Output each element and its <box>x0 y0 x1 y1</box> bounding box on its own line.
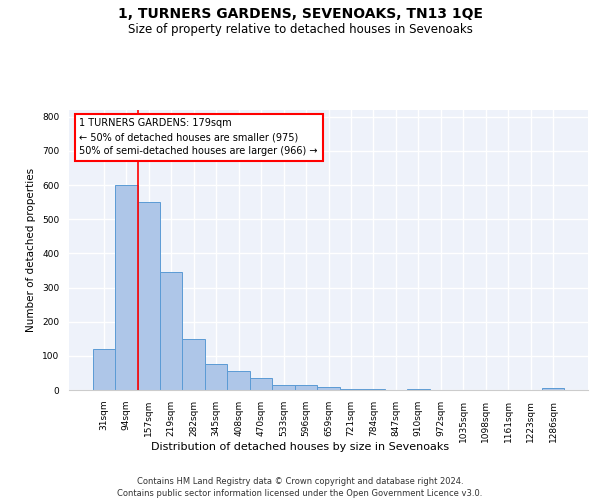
Bar <box>92 349 115 390</box>
Bar <box>317 386 340 390</box>
Bar <box>205 364 227 390</box>
Text: Contains HM Land Registry data © Crown copyright and database right 2024.: Contains HM Land Registry data © Crown c… <box>137 478 463 486</box>
Bar <box>272 385 295 390</box>
Text: Size of property relative to detached houses in Sevenoaks: Size of property relative to detached ho… <box>128 22 472 36</box>
Bar <box>362 389 385 390</box>
Text: 1 TURNERS GARDENS: 179sqm
← 50% of detached houses are smaller (975)
50% of semi: 1 TURNERS GARDENS: 179sqm ← 50% of detac… <box>79 118 318 156</box>
Bar <box>340 389 362 390</box>
Text: Distribution of detached houses by size in Sevenoaks: Distribution of detached houses by size … <box>151 442 449 452</box>
Bar <box>160 272 182 390</box>
Y-axis label: Number of detached properties: Number of detached properties <box>26 168 37 332</box>
Bar <box>542 388 565 390</box>
Bar <box>227 371 250 390</box>
Text: Contains public sector information licensed under the Open Government Licence v3: Contains public sector information licen… <box>118 489 482 498</box>
Bar <box>115 185 137 390</box>
Bar <box>182 339 205 390</box>
Text: 1, TURNERS GARDENS, SEVENOAKS, TN13 1QE: 1, TURNERS GARDENS, SEVENOAKS, TN13 1QE <box>118 8 482 22</box>
Bar <box>250 378 272 390</box>
Bar <box>295 385 317 390</box>
Bar <box>137 202 160 390</box>
